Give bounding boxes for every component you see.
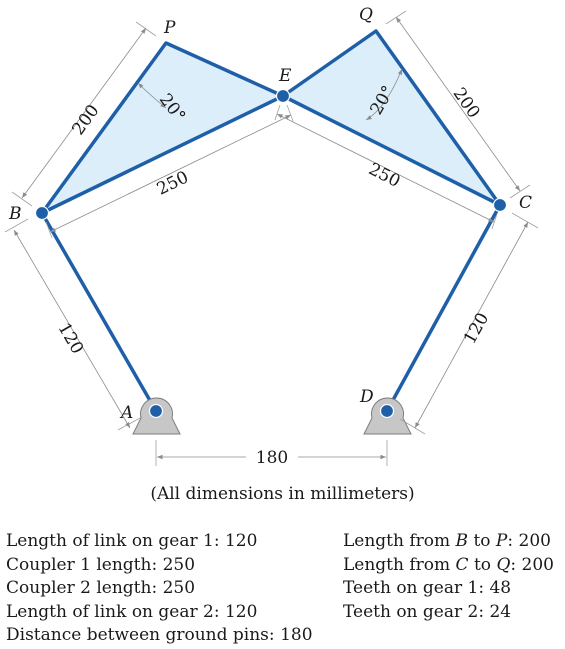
pin-d <box>379 403 395 419</box>
link-cd <box>385 203 502 413</box>
spec-value: 200 <box>521 554 554 575</box>
ext-line <box>4 218 29 233</box>
spec-row: Length from C to Q: 200 <box>343 554 554 575</box>
spec-label: Length of link on gear 2 <box>6 601 214 622</box>
spec-point: Q <box>496 554 511 575</box>
dim-label-cq: 200 <box>449 84 484 122</box>
pin-b <box>34 205 50 221</box>
label-point-q: Q <box>359 5 373 25</box>
spec-point: C <box>455 554 469 575</box>
spec-value: 200 <box>518 531 551 551</box>
ext-line <box>491 213 498 230</box>
ext-line <box>399 418 426 435</box>
ext-line <box>509 184 531 199</box>
spec-label: Teeth on gear 2 <box>343 601 479 622</box>
angle-arc-left <box>137 82 167 109</box>
label-point-a: A <box>119 403 133 423</box>
spec-row: Length from B to P: 200 <box>343 531 551 551</box>
spec-label: Length from <box>343 531 456 551</box>
spec-point: P <box>495 531 508 551</box>
spec-label: to <box>468 531 496 551</box>
specs-left: Length of link on gear 1: 120 Coupler 1 … <box>6 530 313 648</box>
spec-value: 120 <box>224 531 258 551</box>
dimension-line-cd <box>414 221 529 429</box>
angle-arc-right <box>365 68 403 121</box>
spec-value: 120 <box>224 601 258 622</box>
ext-line <box>45 221 53 239</box>
spec-value: 48 <box>489 578 512 598</box>
label-point-d: D <box>359 387 374 407</box>
ext-line <box>286 104 294 122</box>
dimension-line-ce <box>276 113 495 223</box>
label-point-c: C <box>519 193 532 213</box>
spec-point: B <box>455 531 469 551</box>
spec-row: Length of link on gear 1: 120 <box>6 531 258 551</box>
ext-line <box>11 191 33 207</box>
dim-label-ground: 180 <box>256 448 288 468</box>
pin-c <box>492 197 508 213</box>
specs-right: Length from B to P: 200 Length from C to… <box>343 530 554 624</box>
dimension-line-cq <box>395 16 521 192</box>
ext-line <box>274 104 281 121</box>
spec-label: Length from <box>343 554 456 575</box>
dim-label-ab: 120 <box>54 319 88 357</box>
label-point-p: P <box>163 18 176 38</box>
spec-value: 24 <box>489 601 512 622</box>
dim-label-cd: 120 <box>460 310 493 348</box>
label-point-e: E <box>278 66 292 86</box>
dim-label-be: 250 <box>154 167 192 199</box>
spec-label: Coupler 1 length <box>6 554 152 575</box>
spec-row: Distance between ground pins: 180 <box>6 625 313 645</box>
ext-line <box>135 21 157 37</box>
spec-label: Length of link on gear 1 <box>6 531 214 551</box>
pin-e <box>275 88 291 104</box>
spec-label: Teeth on gear 1 <box>343 578 479 598</box>
pin-a <box>148 403 164 419</box>
spec-row: Teeth on gear 1: 48 <box>343 578 512 598</box>
link-ab <box>40 211 158 413</box>
spec-row: Coupler 1 length: 250 <box>6 554 196 575</box>
dim-label-ce: 250 <box>365 159 403 192</box>
label-point-b: B <box>8 204 22 224</box>
spec-label: Coupler 2 length <box>6 578 152 598</box>
spec-value: 250 <box>162 578 196 598</box>
ext-line <box>511 212 539 229</box>
spec-value: 250 <box>162 554 196 575</box>
units-caption: (All dimensions in millimeters) <box>150 484 415 504</box>
spec-row: Coupler 2 length: 250 <box>6 578 196 598</box>
linkage-diagram: A B C D E P Q 120 120 200 200 250 250 20… <box>4 5 539 468</box>
spec-row: Teeth on gear 2: 24 <box>343 601 512 622</box>
dimension-line-bp <box>21 27 147 199</box>
spec-value: 180 <box>280 625 313 645</box>
spec-label: Distance between ground pins <box>6 625 269 645</box>
dimension-line-be <box>49 114 292 233</box>
spec-label: to <box>468 554 497 575</box>
spec-row: Length of link on gear 2: 120 <box>6 601 258 622</box>
dimension-line-ab <box>13 229 131 429</box>
